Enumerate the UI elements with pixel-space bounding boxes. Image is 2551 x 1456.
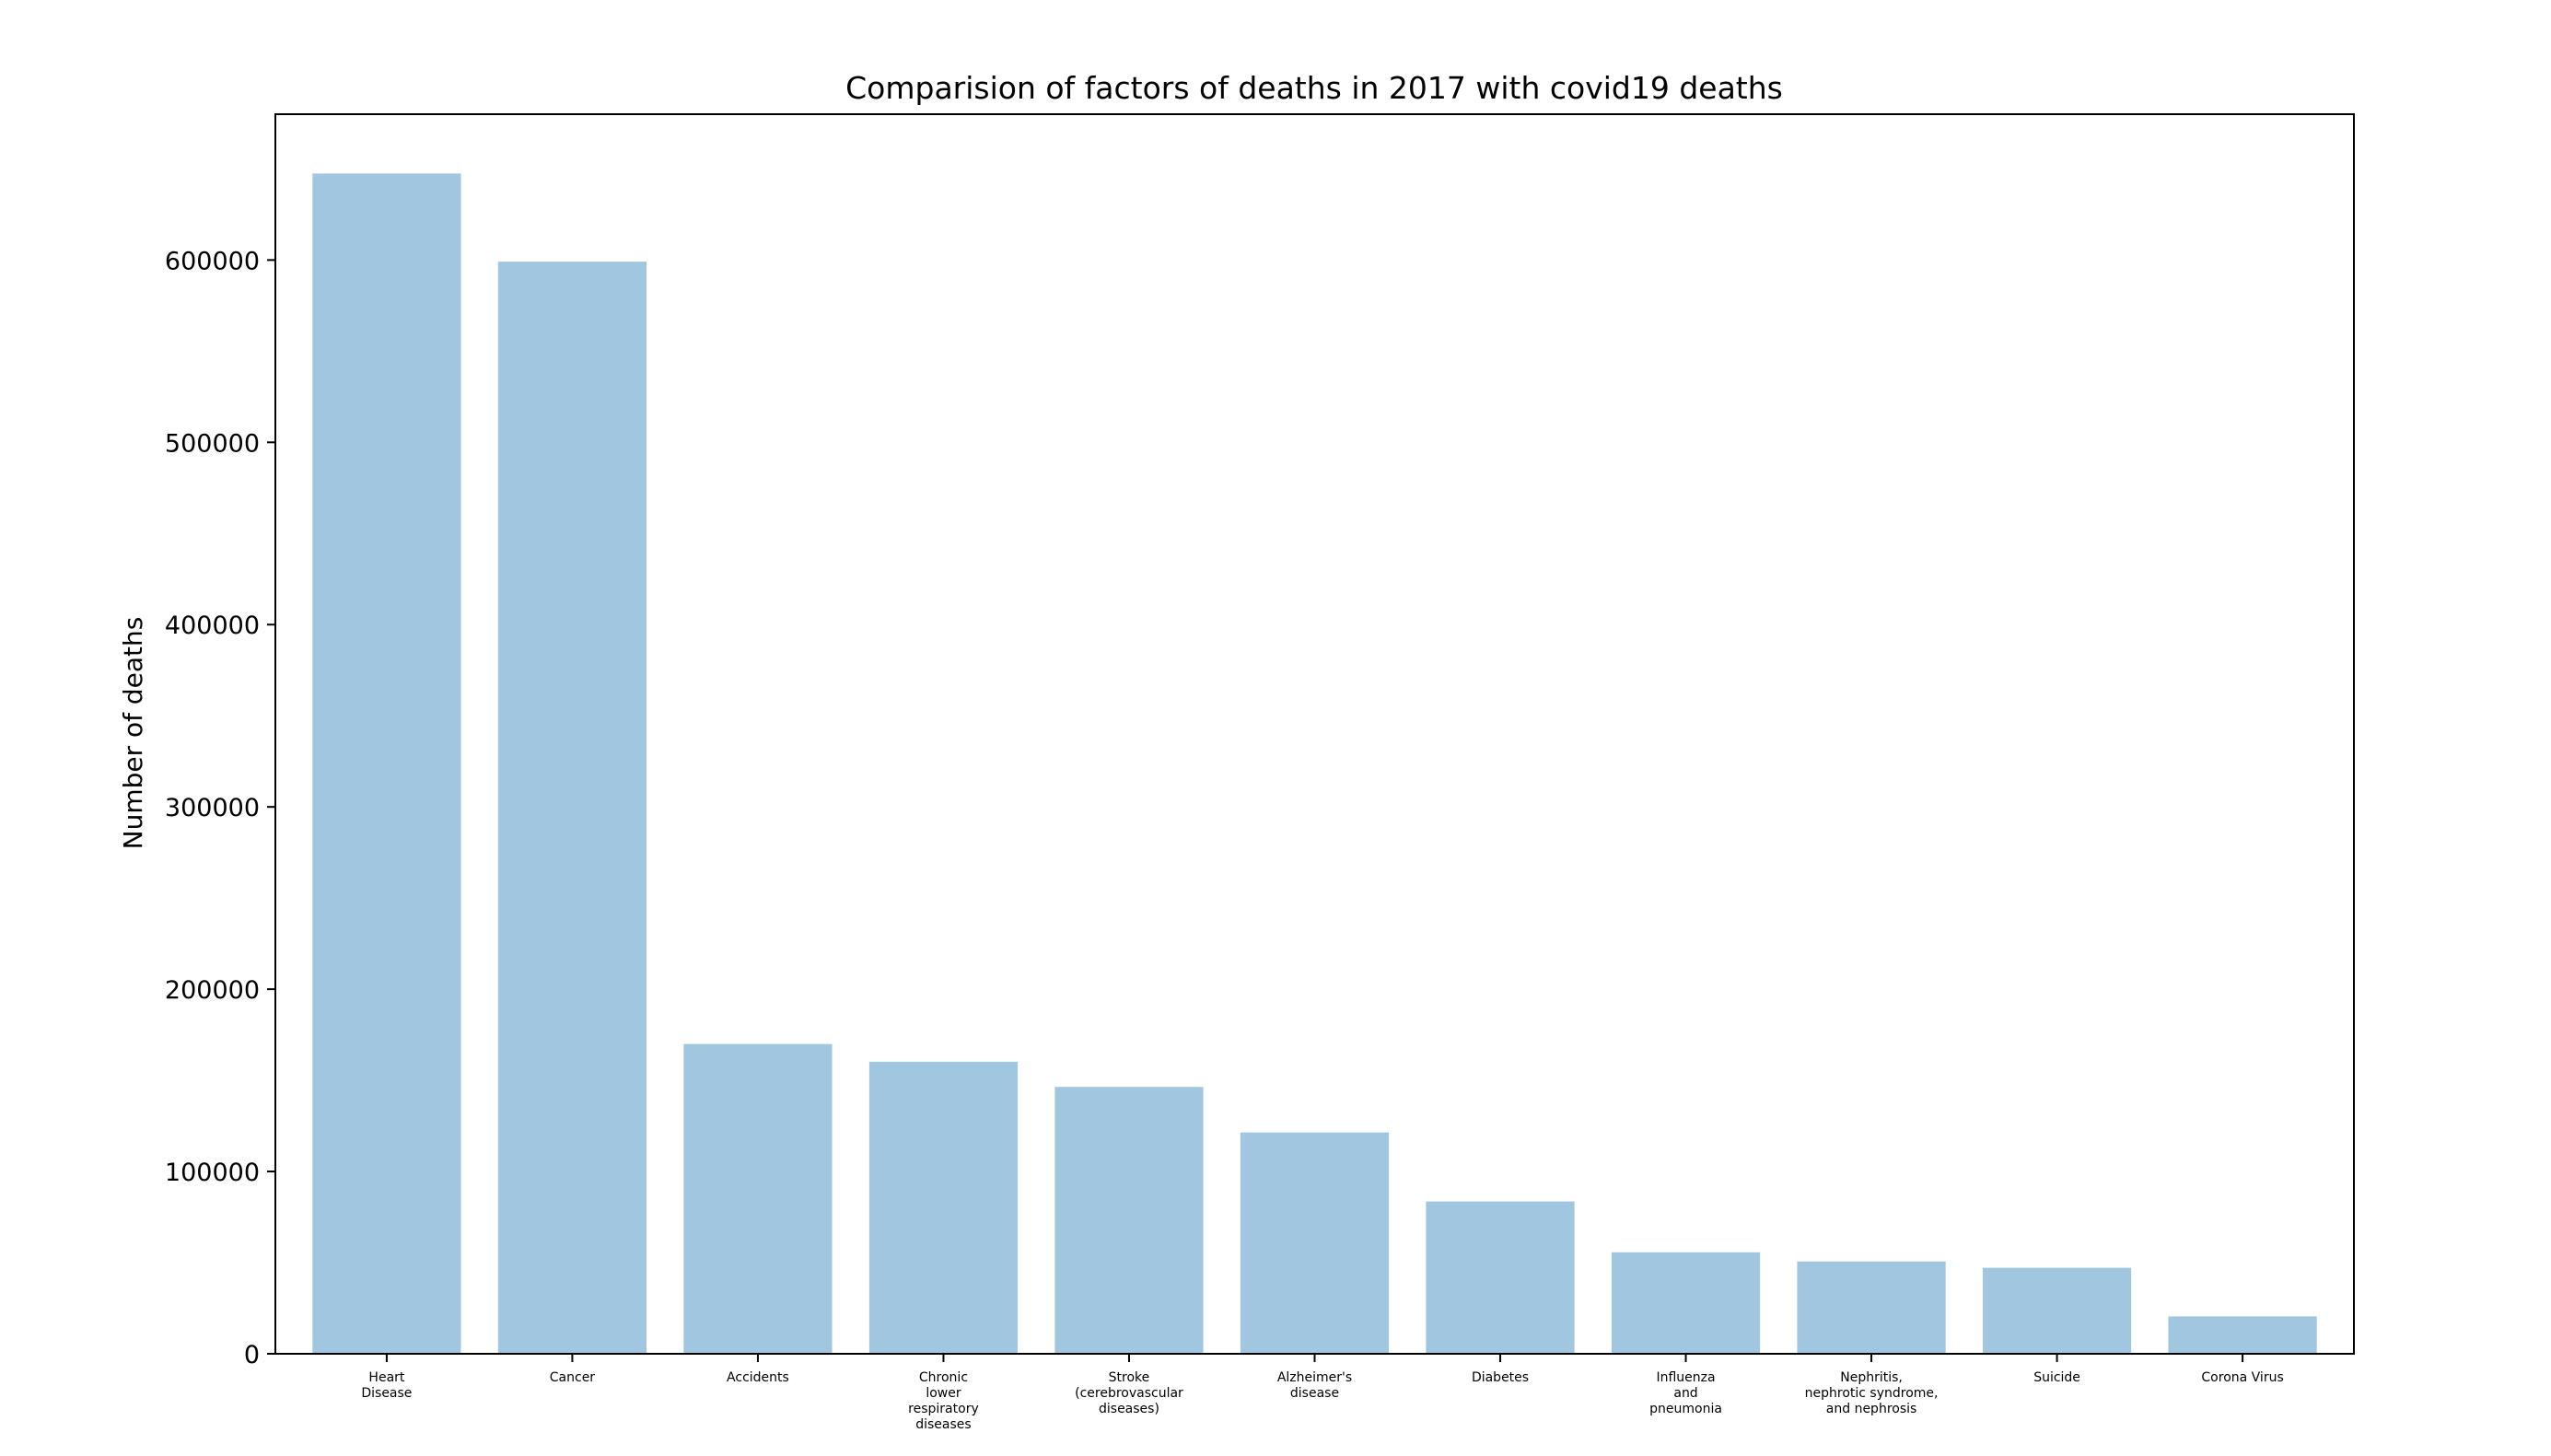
x-tick-label: Diabetes [1472, 1370, 1529, 1385]
bar [1426, 1201, 1575, 1354]
chart-title: Comparision of factors of deaths in 2017… [845, 70, 1783, 106]
bars-group [312, 173, 2317, 1354]
x-tick-label: Nephritis, nephrotic syndrome, and nephros… [1805, 1370, 1939, 1416]
plot-area-frame [274, 113, 2355, 1355]
x-tick-label: Alzheimer's disease [1277, 1370, 1352, 1401]
y-tick-label: 200000 [165, 976, 260, 1005]
x-tick-label: Stroke (cerebrovascular diseases) [1075, 1370, 1183, 1416]
x-tick-label: Cancer [550, 1370, 596, 1385]
bar [1982, 1267, 2132, 1354]
bar [1054, 1087, 1204, 1354]
y-tick-label: 600000 [165, 247, 260, 275]
bar [2168, 1316, 2317, 1354]
y-axis-ticks: 0 100000 200000 300000 400000 500000 600000 [165, 247, 275, 1369]
y-tick-label: 100000 [165, 1159, 260, 1187]
bar [1611, 1252, 1761, 1354]
y-tick-label: 300000 [165, 794, 260, 822]
x-axis-ticks: Heart Disease Cancer Accidents Chronic lower r… [361, 1354, 2284, 1432]
bar [683, 1043, 833, 1354]
x-tick-label: Influenza and pneumonia [1649, 1370, 1722, 1416]
x-tick-label: Chronic lower respiratory diseases [908, 1370, 979, 1432]
y-tick-label: 500000 [165, 429, 260, 458]
x-tick-label: Heart Disease [361, 1370, 412, 1401]
x-tick-label: Suicide [2033, 1370, 2080, 1385]
x-tick-label: Corona Virus [2201, 1370, 2283, 1385]
y-axis-label: Number of deaths [118, 617, 148, 850]
y-tick-label: 400000 [165, 612, 260, 640]
bar [312, 173, 461, 1354]
x-tick-label: Accidents [727, 1370, 789, 1385]
bar [868, 1061, 1019, 1354]
bar [1240, 1132, 1390, 1354]
bar [497, 262, 647, 1354]
y-tick-label: 0 [244, 1341, 260, 1369]
bar [1797, 1261, 1946, 1354]
